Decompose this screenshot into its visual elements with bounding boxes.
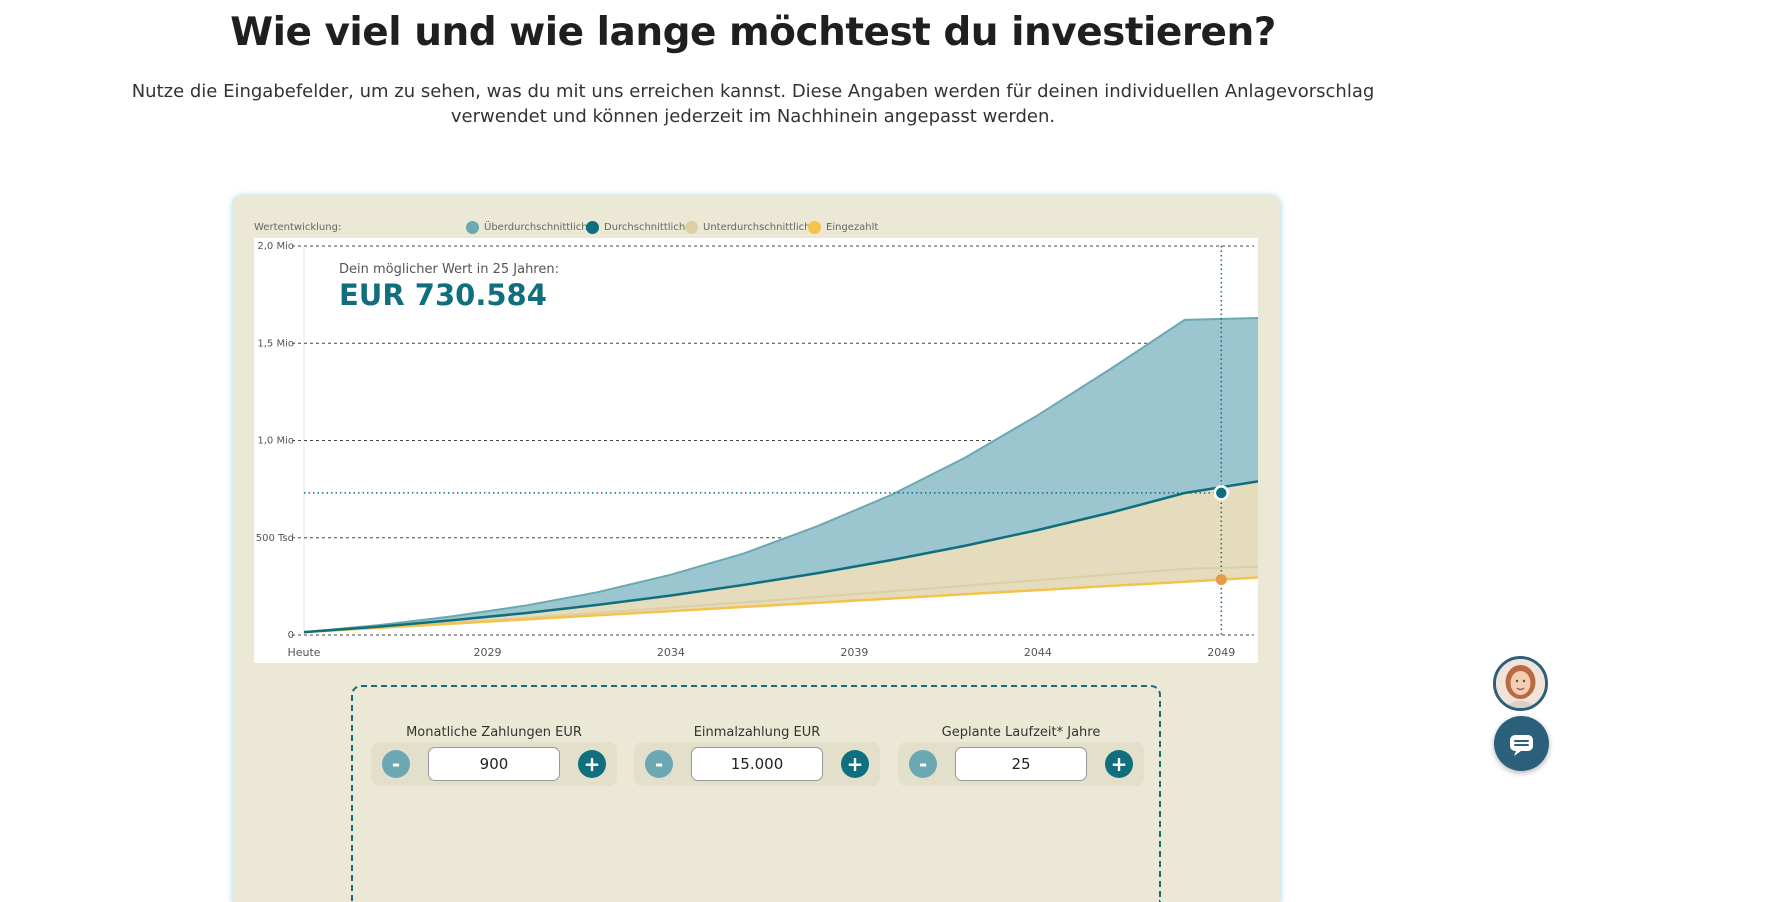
legend-dot	[466, 220, 479, 234]
decrease-single-button[interactable]: -	[645, 750, 673, 778]
x-tick-label: 2029	[473, 646, 501, 659]
monthly-payment-label: Monatliche Zahlungen EUR	[406, 725, 582, 740]
legend-label: Unterdurchschnittlich	[703, 221, 811, 233]
x-tick-label: 2049	[1207, 646, 1235, 659]
y-tick-label: 1,5 Mio	[257, 338, 294, 349]
legend-item-unterdurchschnittlich: Unterdurchschnittlich	[685, 218, 810, 236]
legend-dot	[685, 220, 698, 234]
input-controls: Monatliche Zahlungen EUR - + Einmalzahlu…	[351, 685, 1161, 902]
avatar-icon	[1496, 659, 1545, 708]
increase-monthly-button[interactable]: +	[578, 750, 606, 778]
legend-label: Eingezahlt	[826, 221, 879, 233]
duration-input[interactable]	[955, 747, 1087, 781]
series-group	[304, 317, 1258, 634]
single-payment-input[interactable]	[691, 747, 823, 781]
legend-dot	[808, 220, 821, 234]
legend-title: Wertentwicklung:	[254, 222, 342, 233]
intro-text: Nutze die Eingabefelder, um zu sehen, wa…	[131, 81, 1375, 127]
decrease-duration-button[interactable]: -	[909, 750, 937, 778]
legend-dot	[586, 220, 599, 234]
x-tick-label: 2039	[840, 646, 868, 659]
x-tick-label: 2044	[1024, 646, 1052, 659]
x-tick-label: Heute	[287, 646, 320, 659]
projection-label: Dein möglicher Wert in 25 Jahren:	[339, 262, 559, 277]
chat-button[interactable]	[1494, 716, 1549, 771]
legend-item-ueberdurchschnittlich: Überdurchschnittlich	[466, 218, 588, 236]
duration-label: Geplante Laufzeit* Jahre	[941, 725, 1101, 740]
y-tick-label: 1,0 Mio	[257, 436, 294, 447]
monthly-payment-input[interactable]	[428, 747, 560, 781]
chart-legend: Wertentwicklung: Überdurchschnittlich Du…	[254, 218, 1254, 236]
marker-point-eingezahlt	[1215, 574, 1227, 586]
avatar[interactable]	[1493, 656, 1548, 711]
chart-svg: 0 500 Tsd 1,0 Mio 1,5 Mio 2,0 Mio Heute 2029 20…	[256, 241, 1258, 659]
line-eingezahlt	[304, 576, 1258, 634]
increase-duration-button[interactable]: +	[1105, 750, 1133, 778]
decrease-monthly-button[interactable]: -	[382, 750, 410, 778]
y-tick-label: 500 Tsd	[256, 533, 294, 544]
legend-label: Durchschnittlich	[604, 221, 686, 233]
area-unterdurchschnittlich	[304, 481, 1258, 633]
value-chart[interactable]: 0 500 Tsd 1,0 Mio 1,5 Mio 2,0 Mio Heute 2029 20…	[254, 238, 1258, 663]
marker-point-durchschnittlich	[1213, 485, 1230, 501]
increase-single-button[interactable]: +	[841, 750, 869, 778]
legend-item-eingezahlt: Eingezahlt	[808, 218, 878, 236]
projection-value: EUR 730.584	[339, 278, 547, 312]
page-title: Wie viel und wie lange möchtest du inves…	[230, 10, 1276, 55]
stepper: - +	[898, 742, 1144, 786]
chat-bubble-icon	[1510, 735, 1533, 756]
stepper: - +	[371, 742, 617, 786]
line-ueberdurchschnittlich	[304, 317, 1258, 634]
area-ueberdurchschnittlich	[304, 318, 1258, 633]
stepper: - +	[634, 742, 880, 786]
x-tick-label: 2034	[657, 646, 685, 659]
legend-item-durchschnittlich: Durchschnittlich	[586, 218, 685, 236]
line-durchschnittlich	[304, 480, 1258, 634]
y-tick-label: 0	[288, 630, 294, 641]
single-payment-label: Einmalzahlung EUR	[693, 725, 821, 740]
y-tick-label: 2,0 Mio	[257, 241, 294, 252]
legend-label: Überdurchschnittlich	[484, 221, 588, 233]
